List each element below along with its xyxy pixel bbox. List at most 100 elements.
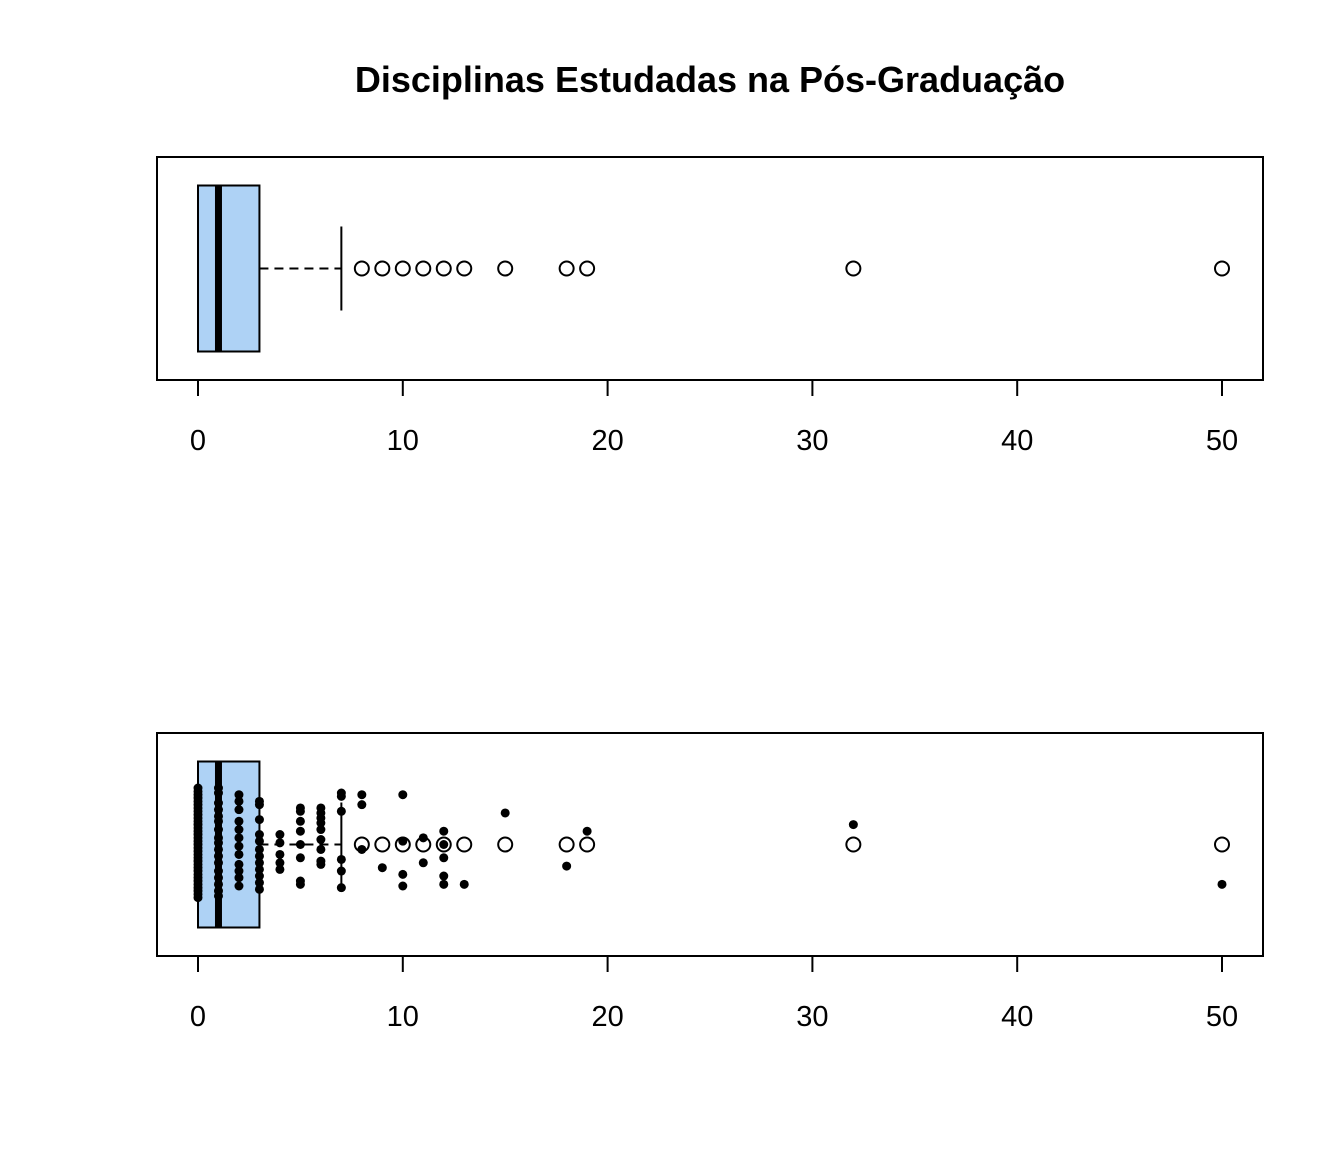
data-point — [213, 838, 223, 848]
data-point — [254, 830, 264, 840]
data-point — [213, 858, 223, 868]
outlier-point — [394, 260, 411, 277]
data-point — [254, 851, 264, 861]
data-point — [357, 790, 367, 800]
data-point — [234, 805, 244, 815]
x-tick-label: 50 — [1206, 1001, 1238, 1033]
x-tick-label: 40 — [1001, 425, 1033, 457]
data-point — [295, 840, 305, 849]
data-point — [357, 844, 367, 854]
data-point — [275, 864, 285, 874]
data-point — [234, 825, 244, 835]
data-point — [254, 858, 264, 868]
outlier-point — [415, 260, 432, 277]
outlier-point — [456, 836, 473, 853]
box-iqr — [197, 184, 261, 353]
data-point — [254, 815, 264, 825]
data-point — [295, 816, 305, 826]
data-point — [213, 798, 223, 808]
outlier-point — [1214, 260, 1230, 277]
data-point — [336, 791, 346, 801]
data-point — [213, 844, 223, 854]
data-point — [213, 805, 223, 815]
panel-1: 0 10 20 30 40 50 — [156, 156, 1264, 457]
data-point — [254, 864, 264, 874]
outlier-point — [845, 260, 862, 277]
data-point — [439, 853, 449, 863]
data-point — [213, 825, 223, 835]
outlier-point — [415, 836, 432, 853]
plot-panels: 0 10 20 30 40 50 0 10 20 30 40 50 — [156, 156, 1264, 1033]
data-point — [418, 858, 428, 868]
x-tick-label: 0 — [190, 1001, 206, 1033]
outlier-point — [845, 836, 862, 853]
outlier-point — [579, 260, 596, 277]
data-point — [234, 873, 244, 883]
data-point — [336, 883, 346, 893]
data-point — [234, 859, 244, 869]
data-point — [234, 816, 244, 826]
data-point — [398, 869, 408, 879]
x-tick-label: 30 — [796, 425, 828, 457]
data-point — [275, 830, 285, 840]
x-tick-label: 50 — [1206, 425, 1238, 457]
outlier-point — [579, 836, 596, 853]
data-point — [213, 873, 223, 883]
data-point — [336, 854, 346, 864]
data-point — [275, 849, 285, 859]
data-point — [316, 835, 326, 845]
data-point — [234, 849, 244, 859]
data-point — [439, 840, 449, 849]
data-point — [213, 866, 223, 876]
outlier-point — [374, 836, 391, 853]
data-point — [500, 808, 510, 818]
data-point — [254, 800, 264, 810]
data-point — [254, 884, 264, 894]
data-point — [316, 825, 326, 835]
data-point — [234, 841, 244, 851]
data-point — [254, 844, 264, 854]
outlier-point — [558, 836, 575, 853]
data-point — [316, 818, 326, 828]
data-point — [336, 806, 346, 816]
data-point — [377, 863, 387, 873]
data-point — [254, 836, 264, 846]
outlier-point — [353, 260, 370, 277]
data-point — [254, 878, 264, 888]
data-point — [439, 826, 449, 836]
data-point — [562, 861, 572, 871]
x-tick-label: 20 — [591, 1001, 623, 1033]
data-point — [439, 871, 449, 881]
data-point — [316, 859, 326, 869]
data-point — [234, 866, 244, 876]
data-point — [213, 788, 223, 798]
data-point — [295, 853, 305, 863]
x-tick-label: 30 — [796, 1001, 828, 1033]
data-point — [295, 826, 305, 836]
data-point — [254, 871, 264, 881]
data-point — [316, 844, 326, 854]
data-point — [295, 879, 305, 889]
data-point — [398, 836, 408, 846]
outlier-point — [353, 836, 370, 853]
data-point — [1217, 879, 1227, 889]
outlier-point — [394, 836, 411, 853]
outlier-point — [558, 260, 575, 277]
data-point — [234, 796, 244, 806]
chart-title: Disciplinas Estudadas na Pós-Graduação — [355, 59, 1065, 100]
x-tick-label: 0 — [190, 425, 206, 457]
x-tick-label: 10 — [387, 1001, 419, 1033]
data-point — [234, 833, 244, 843]
data-point — [213, 891, 223, 901]
outlier-point — [435, 836, 452, 853]
data-point — [295, 806, 305, 816]
data-point — [234, 790, 244, 800]
data-point — [848, 820, 858, 830]
x-tick-label: 20 — [591, 425, 623, 457]
data-point — [275, 838, 285, 848]
data-point — [336, 866, 346, 876]
data-point — [213, 879, 223, 889]
data-point — [459, 879, 469, 889]
outlier-point — [456, 260, 473, 277]
